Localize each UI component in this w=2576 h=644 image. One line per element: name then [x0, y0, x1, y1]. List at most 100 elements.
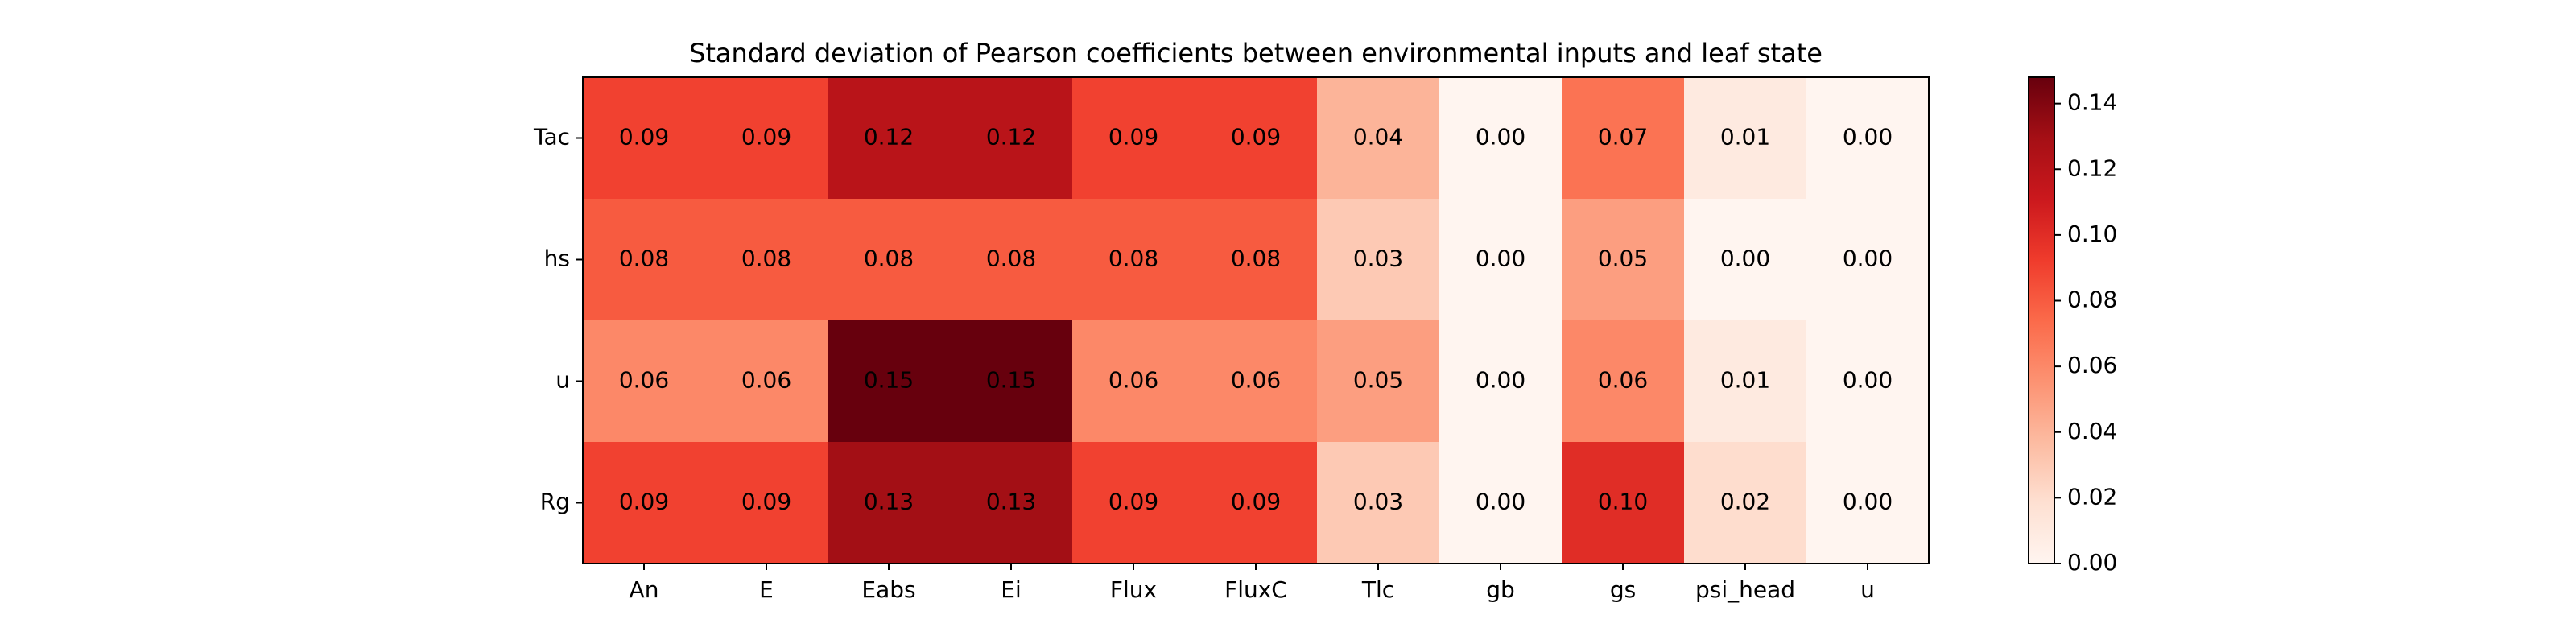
- heatmap-cell-u-psi_head: [1684, 320, 1807, 443]
- heatmap-cell-u-gs: [1562, 320, 1685, 443]
- colorbar-tick-label: 0.02: [2067, 483, 2117, 510]
- heatmap-cell-u-u: [1806, 320, 1930, 443]
- cell-value-label: 0.06: [1231, 367, 1281, 394]
- heatmap-cell-Tac-u: [1806, 77, 1930, 200]
- y-tick-label: u: [555, 367, 570, 394]
- heatmap-cell-Tac-FluxC: [1195, 77, 1318, 200]
- cell-value-label: 0.09: [1231, 124, 1281, 151]
- y-tick-label: Rg: [540, 489, 570, 515]
- colorbar-tick-label: 0.08: [2067, 287, 2117, 313]
- x-tick-label: Tlc: [1361, 576, 1394, 603]
- heatmap-cell-u-E: [705, 320, 828, 443]
- x-tick-label: psi_head: [1695, 576, 1795, 603]
- x-tick-label: An: [630, 576, 659, 603]
- cell-value-label: 0.09: [1108, 489, 1158, 515]
- heatmap-cell-u-gb: [1439, 320, 1563, 443]
- cell-value-label: 0.06: [1598, 367, 1648, 394]
- cell-value-label: 0.07: [1598, 124, 1648, 151]
- heatmap-cell-Tac-Eabs: [828, 77, 951, 200]
- cell-value-label: 0.00: [1843, 246, 1893, 272]
- cell-value-label: 0.08: [741, 246, 791, 272]
- heatmap-cell-hs-Flux: [1072, 199, 1195, 321]
- heatmap-cell-u-An: [583, 320, 706, 443]
- y-tick-label: hs: [544, 246, 570, 272]
- heatmap-cell-Rg-psi_head: [1684, 442, 1807, 564]
- heatmap-cell-Rg-Eabs: [828, 442, 951, 564]
- heatmap-cell-u-Flux: [1072, 320, 1195, 443]
- x-axis: An E Eabs Ei Flux FluxC Tlc gb gs psi_head u: [630, 564, 1875, 603]
- x-tick-label: gs: [1610, 576, 1636, 603]
- colorbar-tick-label: 0.10: [2067, 221, 2117, 247]
- heatmap-cell-hs-Eabs: [828, 199, 951, 321]
- x-tick-label: Ei: [1001, 576, 1021, 603]
- cell-value-label: 0.08: [619, 246, 669, 272]
- cell-value-label: 0.00: [1476, 124, 1525, 151]
- heatmap-cell-Tac-gs: [1562, 77, 1685, 200]
- heatmap-cell-hs-FluxC: [1195, 199, 1318, 321]
- cell-value-label: 0.00: [1476, 367, 1525, 394]
- cell-value-label: 0.09: [619, 489, 669, 515]
- colorbar-tick-label: 0.14: [2067, 89, 2117, 116]
- cell-value-label: 0.06: [619, 367, 669, 394]
- cell-value-label: 0.08: [1231, 246, 1281, 272]
- cell-value-label: 0.06: [1108, 367, 1158, 394]
- cell-value-label: 0.03: [1353, 489, 1403, 515]
- heatmap-cell-Rg-gb: [1439, 442, 1563, 564]
- heatmap-cell-hs-An: [583, 199, 706, 321]
- cell-value-label: 0.06: [741, 367, 791, 394]
- colorbar-tick-label: 0.04: [2067, 418, 2117, 444]
- x-tick-label: Flux: [1110, 576, 1157, 603]
- cell-value-label: 0.05: [1598, 246, 1648, 272]
- heatmap-cell-Tac-gb: [1439, 77, 1563, 200]
- heatmap-cell-Rg-Tlc: [1317, 442, 1440, 564]
- x-tick-label: u: [1860, 576, 1875, 603]
- heatmap-cell-Tac-Flux: [1072, 77, 1195, 200]
- heatmap-cell-hs-Ei: [950, 199, 1073, 321]
- cell-value-label: 0.10: [1598, 489, 1648, 515]
- cell-value-label: 0.13: [864, 489, 914, 515]
- x-tick-label: E: [759, 576, 774, 603]
- colorbar-tick-label: 0.12: [2067, 155, 2117, 181]
- cell-value-label: 0.12: [986, 124, 1036, 151]
- cell-value-label: 0.09: [619, 124, 669, 151]
- x-tick-label: gb: [1486, 576, 1515, 603]
- cell-value-label: 0.00: [1843, 367, 1893, 394]
- cell-value-label: 0.00: [1843, 124, 1893, 151]
- cell-value-label: 0.08: [1108, 246, 1158, 272]
- heatmap-cell-hs-Tlc: [1317, 199, 1440, 321]
- heatmap-cell-hs-u: [1806, 199, 1930, 321]
- cell-value-label: 0.00: [1720, 246, 1770, 272]
- chart-title: Standard deviation of Pearson coefficien…: [689, 38, 1823, 68]
- heatmap-cell-u-Tlc: [1317, 320, 1440, 443]
- cell-value-label: 0.09: [741, 489, 791, 515]
- y-axis: Tac hs u Rg: [533, 124, 583, 515]
- heatmap-cell-Rg-gs: [1562, 442, 1685, 564]
- cell-value-label: 0.08: [986, 246, 1036, 272]
- heatmap-cell-u-Ei: [950, 320, 1073, 443]
- heatmap-cell-Rg-Ei: [950, 442, 1073, 564]
- colorbar-tick-label: 0.06: [2067, 352, 2117, 378]
- cell-value-label: 0.00: [1476, 246, 1525, 272]
- y-tick-label: Tac: [533, 124, 570, 151]
- colorbar-tick-label: 0.00: [2067, 549, 2117, 576]
- colorbar: [2028, 76, 2055, 564]
- heatmap-cell-hs-gb: [1439, 199, 1563, 321]
- cell-value-label: 0.00: [1476, 489, 1525, 515]
- colorbar-axis: 0.00 0.02 0.04 0.06 0.08 0.10 0.12 0.14: [2054, 89, 2117, 576]
- cell-value-label: 0.02: [1720, 489, 1770, 515]
- heatmap-cell-Tac-Tlc: [1317, 77, 1440, 200]
- heatmap-cell-Rg-u: [1806, 442, 1930, 564]
- heatmap-cell-Rg-FluxC: [1195, 442, 1318, 564]
- cell-value-labels: 0.09 0.09 0.12 0.12 0.09 0.09 0.04 0.00 0.07 0.01…: [619, 124, 1893, 515]
- heatmap-cell-Rg-Flux: [1072, 442, 1195, 564]
- cell-value-label: 0.01: [1720, 367, 1770, 394]
- heatmap-cell-Rg-An: [583, 442, 706, 564]
- heatmap-cells: [583, 77, 1930, 564]
- cell-value-label: 0.12: [864, 124, 914, 151]
- cell-value-label: 0.09: [1231, 489, 1281, 515]
- heatmap-cell-Tac-Ei: [950, 77, 1073, 200]
- cell-value-label: 0.15: [864, 367, 914, 394]
- heatmap-cell-u-Eabs: [828, 320, 951, 443]
- cell-value-label: 0.13: [986, 489, 1036, 515]
